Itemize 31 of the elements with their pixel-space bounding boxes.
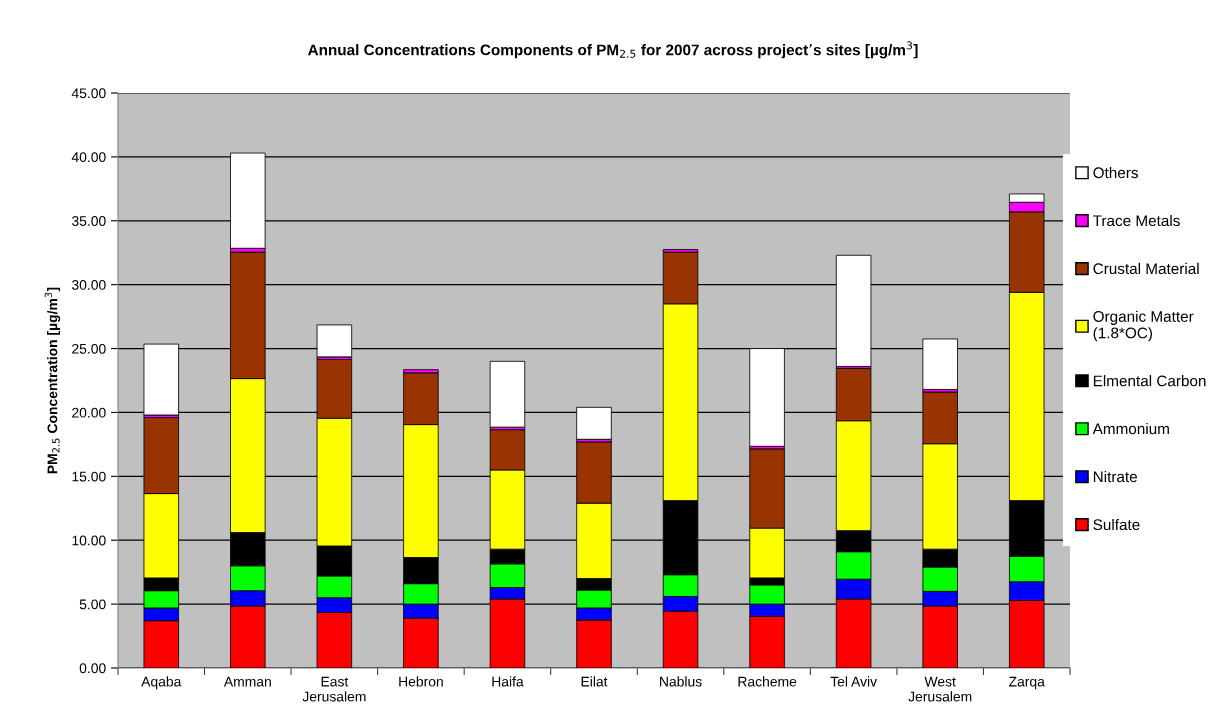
- x-tick-label: Nablus: [660, 676, 702, 687]
- x-tick-label: Eilat: [581, 676, 608, 687]
- legend-label: Sulfate: [1093, 518, 1140, 531]
- y-tick-label: 35.00: [71, 216, 106, 226]
- x-tick-label: Amman: [223, 676, 271, 687]
- x-tick-label: Zarqa: [1009, 676, 1045, 690]
- x-tick-label: Haifa: [492, 676, 524, 687]
- legend-label: Trace Metals: [1093, 214, 1180, 227]
- y-tick-label: 45.00: [71, 88, 106, 99]
- x-tick-label: Tel Aviv: [830, 676, 878, 687]
- legend-label: Others: [1093, 166, 1138, 179]
- x-tick-label: Aqaba: [141, 676, 182, 690]
- chart-title: Annual Concentrations Components of PM$_{2.5}$ for 2007 across project’s sites [µg/m$^{3}$]: [307, 41, 918, 59]
- legend-label: Ammonium: [1092, 423, 1169, 435]
- legend-label: Nitrate: [1093, 470, 1137, 483]
- y-tick-label: 40.00: [71, 152, 106, 163]
- y-tick-label: 20.00: [72, 407, 106, 418]
- legend-label: Organic Matter (1.8*OC): [1093, 310, 1194, 342]
- y-axis-title: PM$_{2.5}$ Concentration [µg/m$^{3}$]: [44, 287, 61, 474]
- y-tick-label: 10.00: [72, 535, 106, 546]
- y-tick-label: 5.00: [79, 599, 106, 610]
- y-tick-label: 25.00: [72, 343, 106, 354]
- y-tick-label: 0.00: [79, 663, 106, 674]
- x-tick-label: West Jerusalem: [908, 676, 972, 702]
- x-tick-label: Racheme: [738, 676, 797, 687]
- x-tick-label: East Jerusalem: [302, 676, 366, 702]
- legend-label: Elmental Carbon: [1093, 375, 1206, 387]
- x-tick-label: Hebron: [399, 676, 443, 687]
- y-tick-label: 30.00: [71, 280, 106, 290]
- y-tick-label: 15.00: [72, 471, 106, 482]
- legend-label: Crustal Material: [1093, 262, 1199, 275]
